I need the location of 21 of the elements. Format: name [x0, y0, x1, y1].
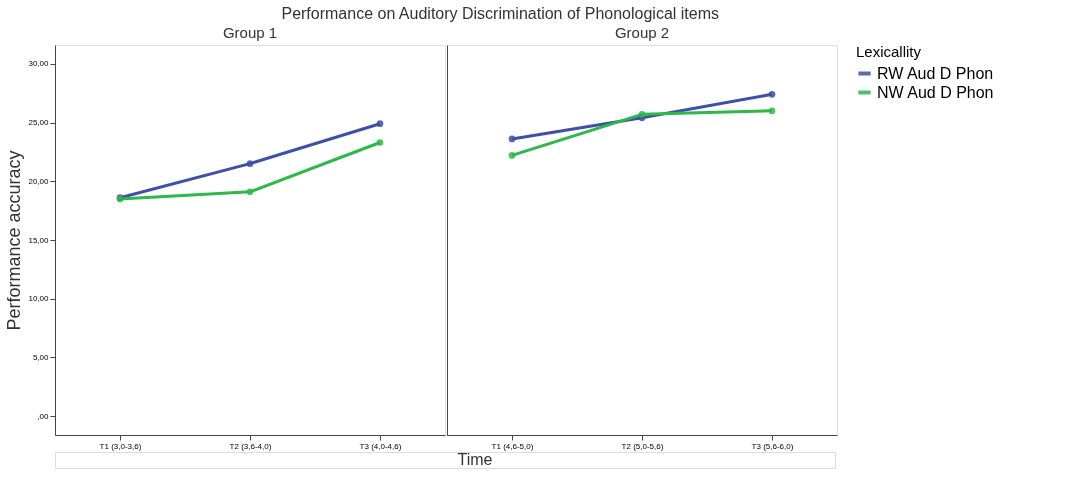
x-tick-label: T3 (4,0-4,6) — [359, 441, 402, 451]
y-axis-title: Performance accuracy — [4, 150, 25, 331]
y-tick-label: 10,00 — [28, 294, 50, 304]
y-tick-label: 25,00 — [28, 118, 50, 128]
legend-label: RW Aud D Phon — [877, 64, 994, 82]
y-tick-label: 5,00 — [32, 352, 50, 362]
text: Performance on Auditory Discrimination of Phonological items — [281, 4, 720, 22]
legend-title: Lexicallity — [856, 43, 922, 60]
x-axis-title: Time — [457, 451, 493, 468]
chart-subtitle: Group 1 — [222, 24, 278, 41]
y-tick-label: 30,00 — [28, 59, 50, 69]
x-tick-label: T1 (3,0-3,6) — [99, 441, 142, 451]
y-tick-label: 15,00 — [28, 235, 50, 245]
chart-subtitle: Group 2 — [614, 24, 670, 41]
x-tick-label: T2 (3,6-4,0) — [229, 441, 272, 451]
y-tick-label: ,00 — [37, 411, 50, 421]
x-tick-label: T1 (4,6-5,0) — [491, 441, 534, 451]
legend-label: NW Aud D Phon — [877, 83, 994, 101]
x-tick-label: T2 (5,0-5,6) — [621, 441, 664, 451]
y-tick-label: 20,00 — [28, 176, 50, 186]
x-tick-label: T3 (5,6-6,0) — [751, 441, 794, 451]
